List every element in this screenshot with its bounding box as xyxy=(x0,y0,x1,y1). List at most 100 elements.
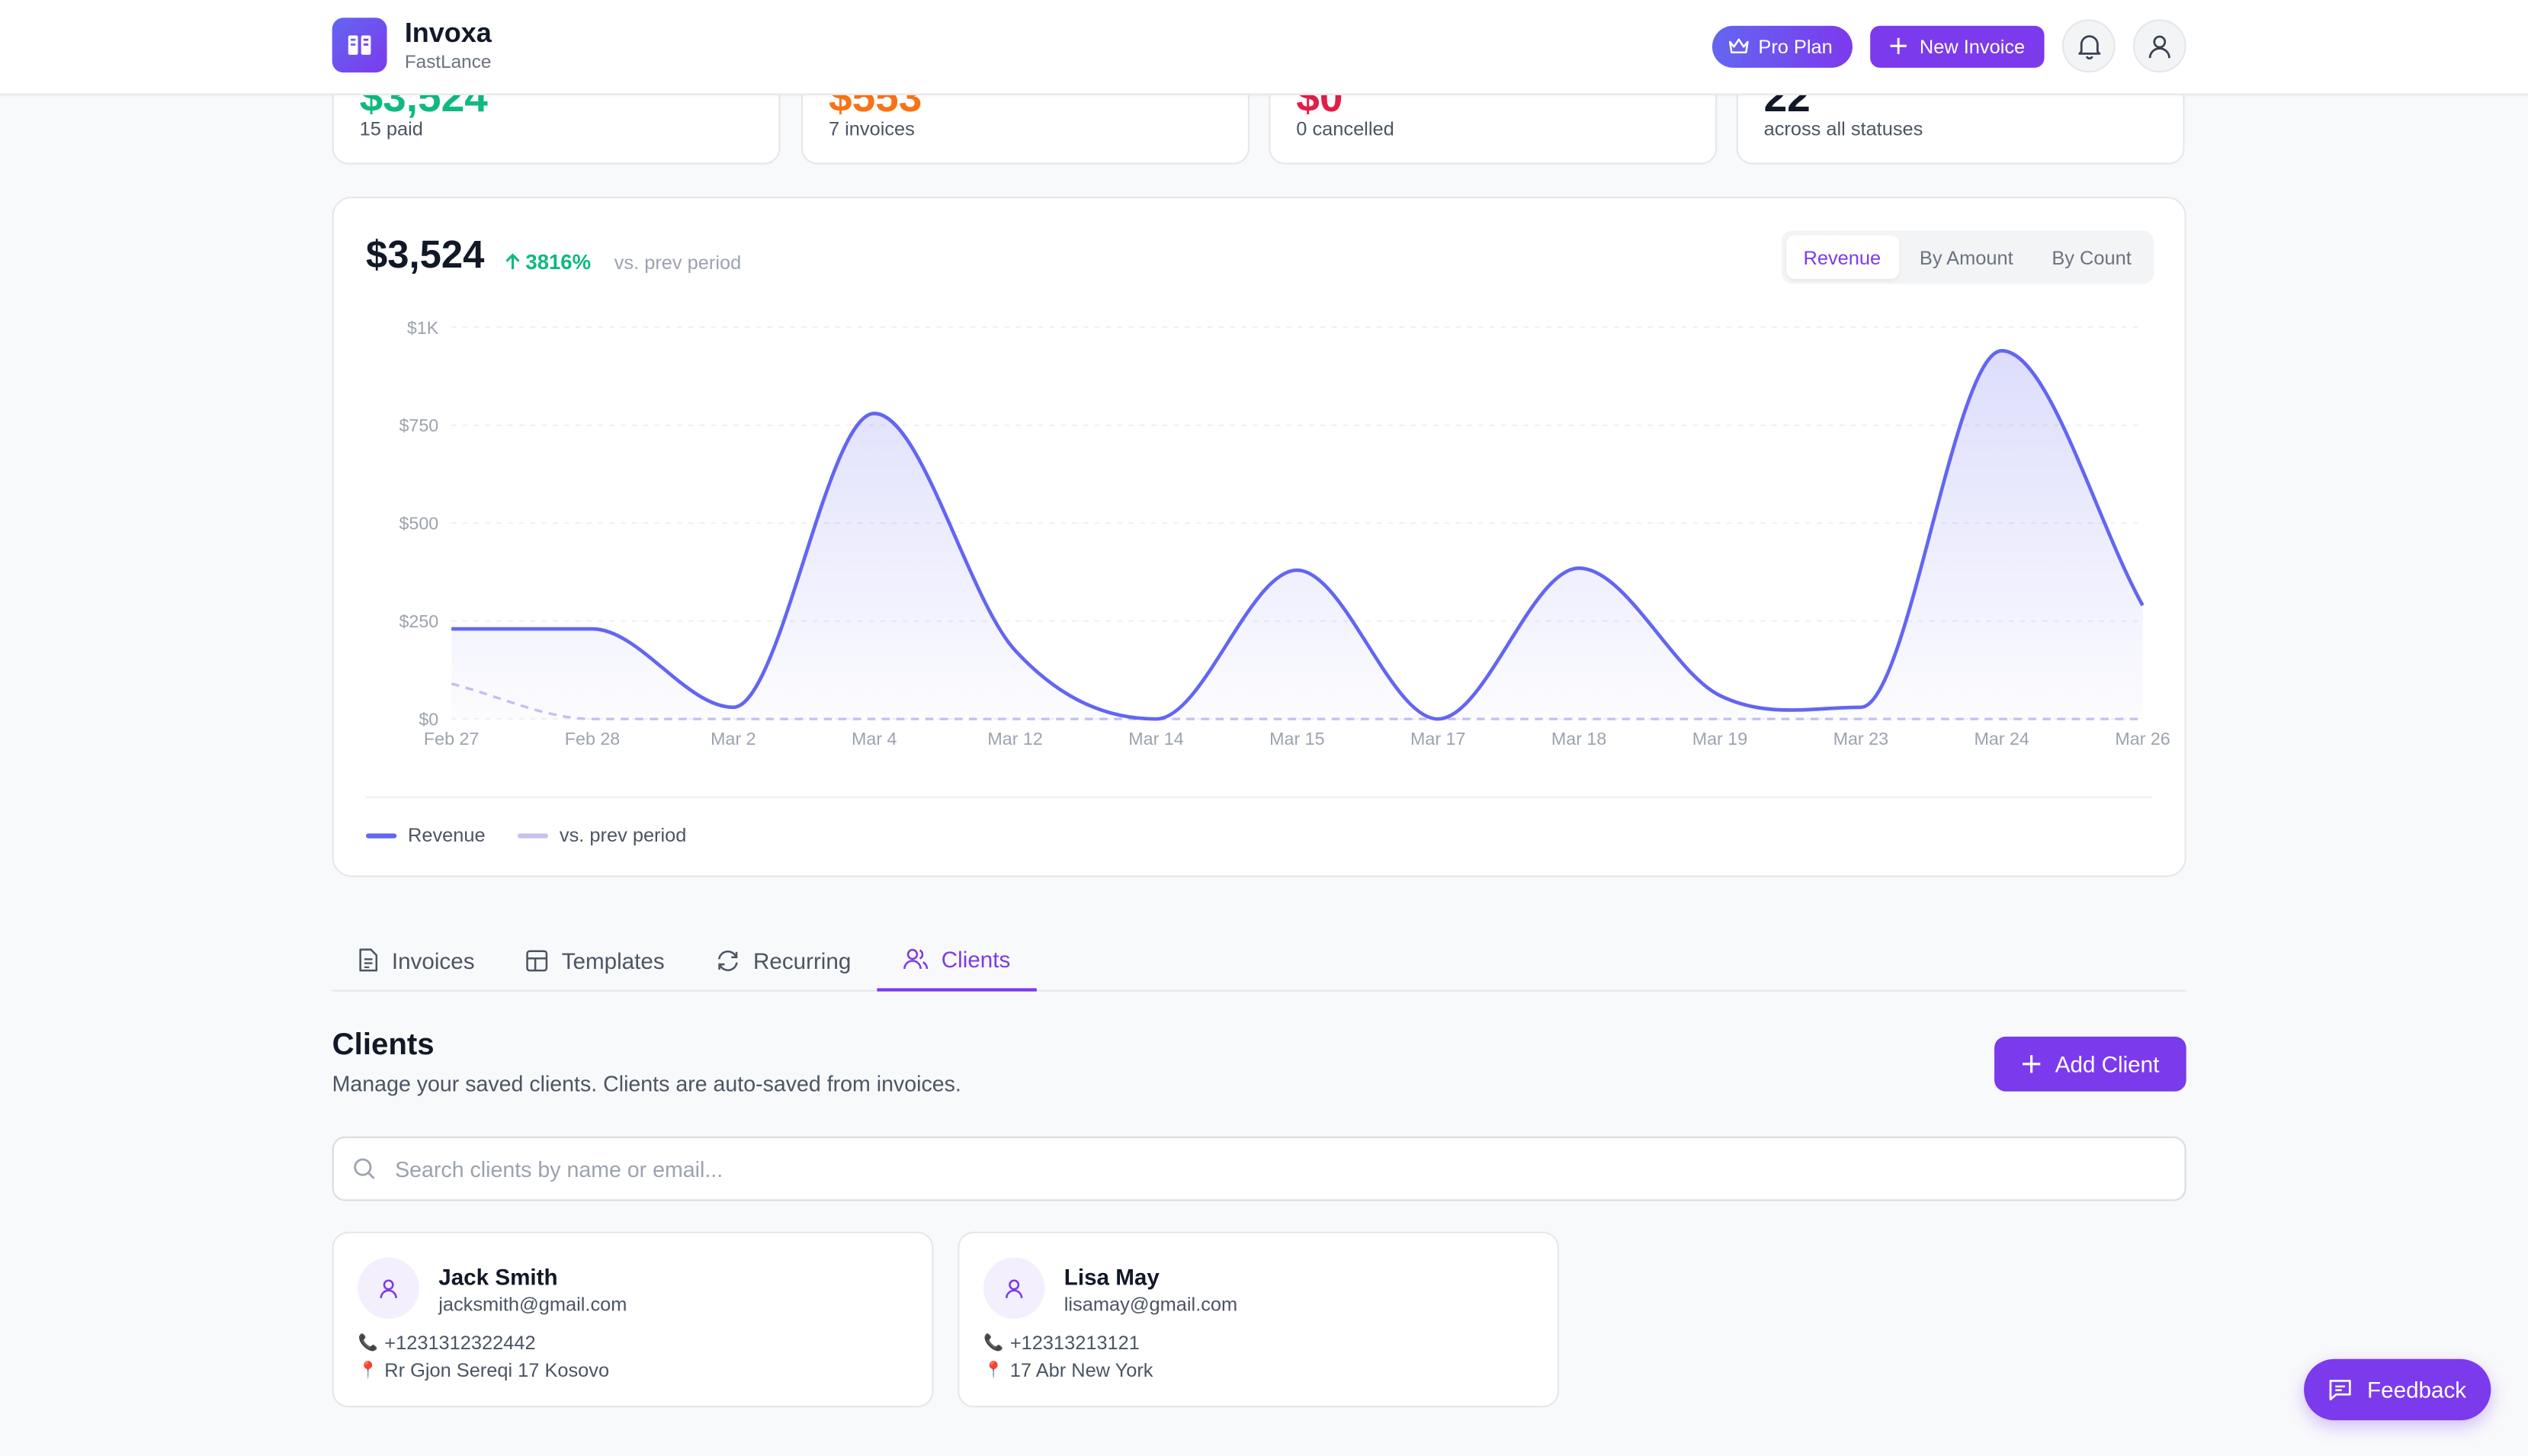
top-header: Invoxa FastLance Pro Plan New Invoice xyxy=(0,0,2528,95)
client-card[interactable]: Jack Smith jacksmith@gmail.com 📞 +123131… xyxy=(332,1231,934,1408)
x-tick-label: Mar 12 xyxy=(987,729,1042,749)
revenue-chart-card: $3,524 3816% vs. prev period Revenue By … xyxy=(332,197,2186,877)
brand[interactable]: Invoxa FastLance xyxy=(332,18,492,72)
pin-icon: 📍 xyxy=(358,1361,378,1380)
arrow-up-icon xyxy=(505,253,520,270)
x-tick-label: Feb 27 xyxy=(424,729,479,749)
client-address: Rr Gjon Sereqi 17 Kosovo xyxy=(384,1358,610,1382)
client-search xyxy=(332,1136,2186,1201)
pro-plan-button[interactable]: Pro Plan xyxy=(1712,24,1853,67)
tab-label: Clients xyxy=(941,945,1011,972)
search-input[interactable] xyxy=(395,1156,2137,1182)
phone-icon: 📞 xyxy=(358,1333,378,1352)
chart-mode-toggle: Revenue By Amount By Count xyxy=(1780,230,2154,284)
section-tabs: Invoices Templates Recurring Clients xyxy=(332,928,2186,992)
legend-label: vs. prev period xyxy=(559,823,687,847)
toggle-by-amount[interactable]: By Amount xyxy=(1919,245,2013,269)
x-tick-label: Mar 17 xyxy=(1410,729,1465,749)
tab-clients[interactable]: Clients xyxy=(877,928,1037,992)
client-name: Lisa May xyxy=(1063,1264,1160,1290)
stat-sub: 7 invoices xyxy=(829,117,915,140)
avatar xyxy=(358,1257,419,1319)
user-icon xyxy=(2148,34,2170,58)
plus-icon xyxy=(2022,1055,2040,1073)
workspace-name: FastLance xyxy=(404,53,492,73)
revenue-change-value: 3816% xyxy=(525,249,592,274)
client-email: lisamay@gmail.com xyxy=(1063,1293,1238,1316)
avatar xyxy=(983,1257,1045,1319)
tab-templates[interactable]: Templates xyxy=(500,928,690,991)
toggle-by-count[interactable]: By Count xyxy=(2052,245,2132,269)
x-tick-label: Mar 19 xyxy=(1692,729,1747,749)
y-tick-label: $750 xyxy=(399,415,438,435)
tab-label: Recurring xyxy=(752,947,852,973)
notifications-button[interactable] xyxy=(2061,19,2116,73)
account-button[interactable] xyxy=(2132,19,2186,73)
plus-icon xyxy=(1889,37,1906,54)
document-icon xyxy=(359,948,378,972)
series-line-revenue xyxy=(451,348,2145,721)
tab-invoices[interactable]: Invoices xyxy=(332,928,501,991)
user-icon xyxy=(380,1278,397,1297)
y-tick-label: $1K xyxy=(407,318,439,338)
chart-divider xyxy=(366,796,2153,798)
client-card[interactable]: Lisa May lisamay@gmail.com 📞 +1231321312… xyxy=(958,1231,1560,1408)
toggle-revenue[interactable]: Revenue xyxy=(1785,235,1899,279)
app-name: Invoxa xyxy=(404,18,492,49)
new-invoice-label: New Invoice xyxy=(1919,34,2026,58)
legend-item-revenue: Revenue xyxy=(366,823,486,847)
x-tick-label: Mar 2 xyxy=(711,729,756,749)
x-tick-label: Mar 26 xyxy=(2115,729,2170,749)
y-tick-label: $0 xyxy=(419,710,438,730)
pro-plan-label: Pro Plan xyxy=(1758,34,1833,58)
client-phone: +1231312322442 xyxy=(384,1331,536,1355)
x-tick-label: Mar 14 xyxy=(1128,729,1183,749)
feedback-label: Feedback xyxy=(2367,1377,2467,1403)
page-title: Clients xyxy=(332,1028,435,1063)
new-invoice-button[interactable]: New Invoice xyxy=(1869,24,2045,67)
client-email: jacksmith@gmail.com xyxy=(438,1293,627,1316)
phone-icon: 📞 xyxy=(983,1333,1004,1352)
y-tick-label: $250 xyxy=(399,611,438,631)
client-phone-row: 📞 +1231312322442 xyxy=(358,1332,535,1355)
client-address-row: 📍 Rr Gjon Sereqi 17 Kosovo xyxy=(358,1359,609,1382)
user-icon xyxy=(1006,1278,1023,1297)
search-icon xyxy=(354,1158,375,1179)
series-area-revenue xyxy=(451,351,2143,720)
crown-icon xyxy=(1728,38,1748,53)
legend-item-prev: vs. prev period xyxy=(517,823,687,847)
revenue-change: 3816% xyxy=(505,250,591,274)
pin-icon: 📍 xyxy=(983,1361,1004,1380)
feedback-button[interactable]: Feedback xyxy=(2304,1358,2491,1421)
legend-label: Revenue xyxy=(408,823,486,847)
users-icon xyxy=(903,948,929,969)
x-tick-label: Mar 15 xyxy=(1269,729,1324,749)
client-name: Jack Smith xyxy=(438,1264,558,1290)
client-address-row: 📍 17 Abr New York xyxy=(983,1359,1153,1382)
y-tick-label: $500 xyxy=(399,514,438,534)
page-description: Manage your saved clients. Clients are a… xyxy=(332,1072,961,1097)
x-tick-label: Mar 4 xyxy=(852,729,897,749)
chat-icon xyxy=(2330,1379,2352,1401)
client-address: 17 Abr New York xyxy=(1009,1358,1153,1382)
revenue-total: $3,524 xyxy=(366,233,485,277)
tab-label: Templates xyxy=(561,947,665,973)
stat-sub: 0 cancelled xyxy=(1296,117,1394,140)
tab-recurring[interactable]: Recurring xyxy=(690,928,877,991)
client-phone-row: 📞 +12313213121 xyxy=(983,1332,1140,1355)
x-tick-label: Feb 28 xyxy=(565,729,620,749)
revenue-chart: $0 $250 $500 $750 $1K Feb 27 Feb 28 Mar 2 Mar 4 M… xyxy=(399,318,2170,749)
x-tick-label: Mar 23 xyxy=(1833,729,1888,749)
app-logo-icon xyxy=(332,18,387,73)
x-tick-label: Mar 24 xyxy=(1975,729,2029,749)
add-client-label: Add Client xyxy=(2055,1050,2160,1077)
client-phone: +12313213121 xyxy=(1009,1331,1140,1355)
bell-icon xyxy=(2077,35,2100,59)
add-client-button[interactable]: Add Client xyxy=(1994,1036,2186,1092)
tab-label: Invoices xyxy=(391,947,475,973)
layout-icon xyxy=(527,949,548,971)
stat-sub: 15 paid xyxy=(359,117,423,140)
refresh-icon xyxy=(718,949,739,970)
x-tick-label: Mar 18 xyxy=(1551,729,1606,749)
revenue-vs-label: vs. prev period xyxy=(614,251,742,274)
